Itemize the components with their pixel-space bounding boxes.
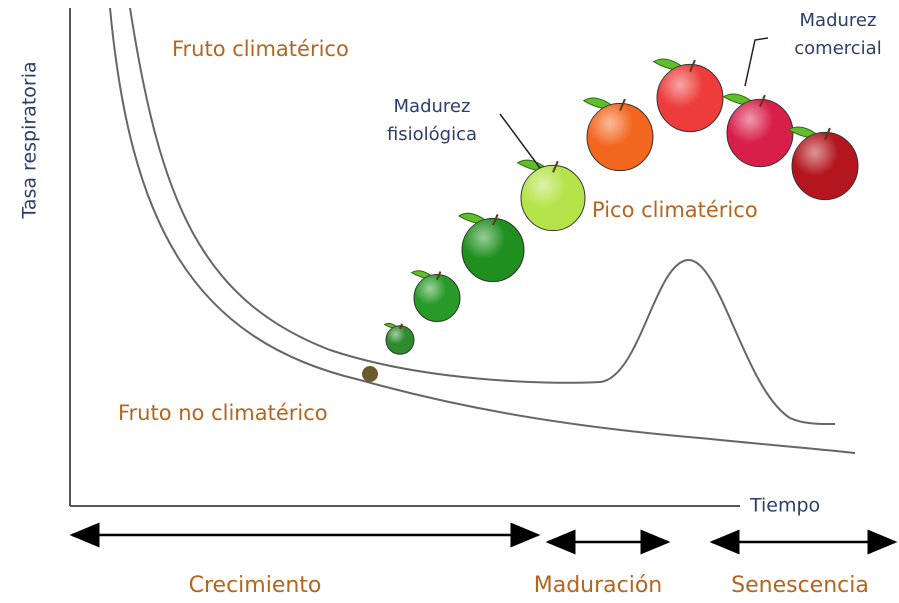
apple-shine — [727, 99, 793, 167]
apple-shine — [521, 165, 585, 231]
phase-label: Senescencia — [731, 573, 869, 598]
x-axis-label: Tiempo — [749, 495, 820, 517]
apple-shine — [462, 218, 524, 282]
stem — [619, 98, 626, 111]
apple-shine — [792, 132, 858, 200]
annotation: Madurez comercial — [794, 10, 881, 59]
annotation: Madurez fisiológica — [387, 96, 477, 145]
phase-label: Maduración — [534, 573, 663, 598]
curve-label: Fruto no climatérico — [118, 401, 328, 425]
stem — [689, 59, 696, 72]
stem — [759, 94, 766, 107]
leader-line — [499, 113, 541, 169]
apple-shine — [414, 274, 460, 322]
stem — [399, 323, 404, 330]
climacteric-curve — [129, 7, 836, 426]
apples — [383, 58, 859, 355]
apple-shine — [386, 325, 414, 355]
stem — [436, 271, 442, 280]
leader-line — [744, 37, 769, 87]
flower — [362, 366, 378, 382]
phase-label: Crecimiento — [189, 573, 322, 598]
apple-shine — [587, 103, 653, 171]
stem — [824, 127, 831, 140]
curve-label: Fruto climatérico — [172, 37, 349, 61]
non-climacteric-curve — [109, 7, 856, 454]
annotation: Pico climatérico — [592, 198, 758, 222]
stem — [492, 213, 499, 226]
stem — [552, 160, 559, 173]
apple-shine — [657, 64, 723, 132]
y-axis-label: Tasa respiratoria — [19, 61, 41, 219]
